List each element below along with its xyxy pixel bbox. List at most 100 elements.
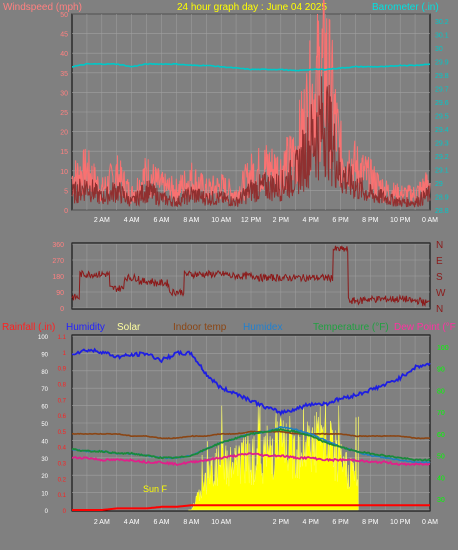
climate-xtick-label: 6 AM: [154, 519, 170, 526]
humidity-ytick-label: 90: [41, 352, 48, 358]
barometer-ytick-label: 29.9: [435, 59, 449, 66]
wind-xtick-label: 4 AM: [124, 217, 140, 224]
wind-xtick-label: 0 AM: [422, 217, 438, 224]
barometer-ytick-label: 29.7: [435, 86, 449, 93]
rain-ytick-label: 0.5: [58, 430, 67, 436]
barometer-ytick-label: 29.1: [435, 167, 449, 174]
rain-ytick-label: 0.7: [58, 398, 67, 404]
wind-ytick-label: 30: [60, 90, 68, 97]
compass-label: W: [436, 288, 446, 299]
sun-label: Sun F: [143, 484, 168, 494]
wind-xtick-label: 10 AM: [211, 217, 231, 224]
temp-ytick-label: 30: [437, 497, 445, 504]
barometer-ytick-label: 29: [435, 181, 443, 188]
compass-label: N: [436, 240, 443, 251]
wind-ytick-label: 45: [60, 32, 68, 39]
wind-xtick-label: 4 PM: [302, 217, 319, 224]
indoor-temp-axis-title: Indoor temp: [173, 322, 227, 333]
humidity-ytick-label: 20: [41, 474, 48, 480]
climate-xtick-label: 10 PM: [390, 519, 410, 526]
direction-ytick-label: 360: [52, 242, 64, 249]
humidity-ytick-label: 80: [41, 370, 48, 376]
solar-axis-title: Solar: [117, 322, 141, 333]
temp-ytick-label: 50: [437, 454, 445, 461]
temp-ytick-label: 40: [437, 475, 445, 482]
compass-label: E: [436, 256, 443, 267]
temp-ytick-label: 80: [437, 388, 445, 395]
compass-label: N: [436, 304, 443, 315]
humidity-series-line: [71, 347, 431, 417]
temp-ytick-label: 70: [437, 410, 445, 417]
climate-xtick-label: 2 PM: [273, 519, 290, 526]
barometer-ytick-label: 30.2: [435, 19, 449, 26]
climate-xtick-label: 6 PM: [332, 519, 349, 526]
chart-title: 24 hour graph day : June 04 2025: [177, 2, 328, 13]
wind-ytick-label: 15: [60, 149, 68, 156]
wind-xtick-label: 2 PM: [273, 217, 290, 224]
direction-ytick-label: 270: [52, 258, 64, 265]
wind-ytick-label: 20: [60, 130, 68, 137]
dew-point-axis-title: Dew Point (°F: [394, 322, 456, 333]
wind-ytick-label: 50: [60, 12, 68, 19]
barometer-ytick-label: 29.6: [435, 100, 449, 107]
rain-ytick-label: 0.1: [58, 493, 67, 499]
rainfall-axis-title: Rainfall (.in): [2, 322, 55, 333]
humidity-ytick-label: 0: [45, 509, 49, 515]
rain-ytick-label: 0: [63, 509, 67, 515]
wind-xtick-label: 8 AM: [183, 217, 199, 224]
barometer-axis-title: Barometer (.in): [372, 2, 439, 13]
barometer-ytick-label: 29.5: [435, 113, 449, 120]
humidity-ytick-label: 60: [41, 405, 48, 411]
barometer-ytick-label: 30.1: [435, 32, 449, 39]
humidity-ytick-label: 70: [41, 387, 48, 393]
rain-ytick-label: 1.1: [58, 335, 67, 341]
climate-xtick-label: 8 PM: [362, 519, 379, 526]
wind-xtick-label: 6 AM: [154, 217, 170, 224]
humidex-axis-title: Humidex: [243, 322, 282, 333]
temperature-axis-title: Temperature (°F): [313, 322, 389, 333]
climate-xtick-label: 0 AM: [422, 519, 438, 526]
humidity-ytick-label: 30: [41, 457, 48, 463]
windspeed-axis-title: Windspeed (mph): [3, 2, 82, 13]
wind-direction-series-line: [71, 245, 431, 307]
direction-ytick-label: 0: [60, 306, 64, 313]
temp-ytick-label: 100: [437, 345, 449, 352]
series-layer: [71, 0, 431, 511]
rain-ytick-label: 0.9: [58, 367, 67, 373]
direction-ytick-label: 180: [52, 274, 64, 281]
barometer-ytick-label: 29.8: [435, 73, 449, 80]
barometer-ytick-label: 28.9: [435, 194, 449, 201]
wind-ytick-label: 35: [60, 71, 68, 78]
rain-ytick-label: 0.3: [58, 462, 67, 468]
windspeed-series-line: [71, 76, 431, 208]
wind-xtick-label: 10 PM: [390, 217, 410, 224]
barometer-ytick-label: 29.2: [435, 154, 449, 161]
wind-ytick-label: 0: [64, 208, 68, 215]
barometer-ytick-label: 28.8: [435, 208, 449, 215]
barometer-series-line: [72, 62, 431, 72]
wind-ytick-label: 5: [64, 188, 68, 195]
temp-ytick-label: 90: [437, 367, 445, 374]
rain-ytick-label: 0.8: [58, 382, 67, 388]
temp-ytick-label: 60: [437, 432, 445, 439]
humidity-ytick-label: 10: [41, 492, 48, 498]
compass-label: S: [436, 272, 443, 283]
wind-xtick-label: 6 PM: [332, 217, 349, 224]
wind-xtick-label: 12 PM: [241, 217, 261, 224]
climate-xtick-label: 4 AM: [124, 519, 140, 526]
direction-ytick-label: 90: [56, 290, 64, 297]
barometer-ytick-label: 30: [435, 46, 443, 53]
climate-xtick-label: 2 AM: [94, 519, 110, 526]
rainfall-series-line: [72, 504, 430, 511]
axis-layer: 0510152025303540455028.828.92929.129.229…: [38, 12, 449, 526]
wind-ytick-label: 40: [60, 51, 68, 58]
rain-ytick-label: 0.2: [58, 477, 67, 483]
indoor-temp-series-line: [71, 430, 431, 440]
solar-series-area: [188, 403, 359, 511]
dew-point-series-line: [71, 452, 431, 467]
humidity-ytick-label: 50: [41, 422, 48, 428]
wind-xtick-label: 8 PM: [362, 217, 379, 224]
climate-xtick-label: 10 AM: [211, 519, 231, 526]
wind-ytick-label: 10: [60, 169, 68, 176]
